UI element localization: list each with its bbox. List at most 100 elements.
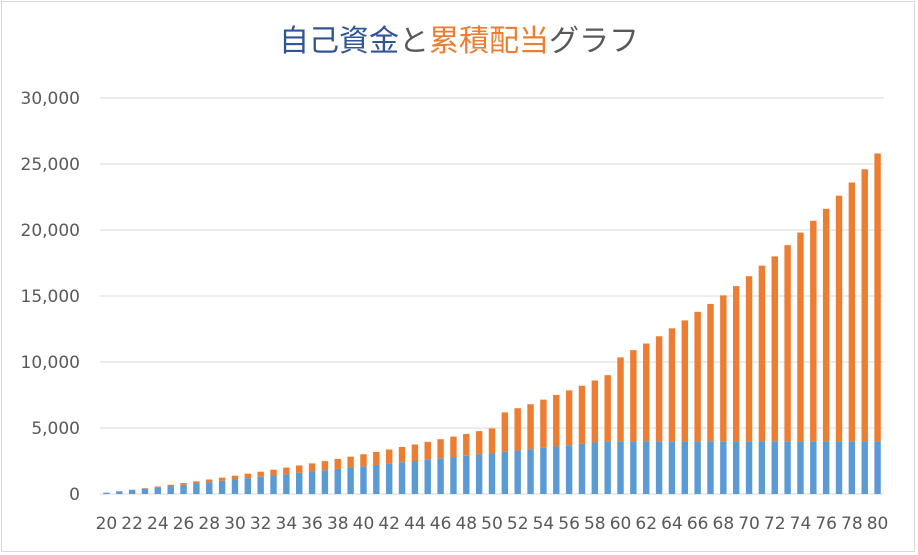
bars — [103, 153, 881, 494]
x-tick-label: 32 — [250, 514, 272, 534]
bar-own-funds — [154, 487, 162, 494]
bar-cumulative-dividends — [861, 169, 868, 442]
bar-own-funds — [668, 441, 676, 494]
bar-cumulative-dividends — [553, 395, 560, 447]
bar-own-funds — [167, 486, 174, 494]
bar-cumulative-dividends — [488, 428, 496, 454]
x-tick-label: 28 — [198, 514, 220, 534]
y-tick-label: 15,000 — [21, 287, 80, 307]
y-tick-label: 30,000 — [21, 89, 80, 109]
bar-cumulative-dividends — [732, 286, 740, 442]
bar-cumulative-dividends — [617, 357, 624, 442]
bar-own-funds — [321, 470, 329, 494]
bar-own-funds — [501, 451, 509, 494]
bar-own-funds — [437, 458, 444, 494]
bar-cumulative-dividends — [321, 461, 329, 471]
bar-own-funds — [424, 459, 431, 494]
bar-own-funds — [514, 450, 521, 494]
bar-cumulative-dividends — [822, 208, 830, 442]
bar-cumulative-dividends — [257, 471, 264, 477]
bar-cumulative-dividends — [514, 408, 521, 451]
x-tick-label: 26 — [173, 514, 195, 534]
bar-own-funds — [617, 441, 624, 494]
bar-own-funds — [398, 462, 406, 494]
bar-cumulative-dividends — [411, 444, 419, 461]
bar-cumulative-dividends — [835, 195, 843, 442]
y-tick-label: 5,000 — [31, 419, 80, 439]
bar-own-funds — [861, 441, 868, 494]
bar-cumulative-dividends — [296, 465, 303, 473]
x-tick-label: 24 — [147, 514, 169, 534]
x-tick-label: 34 — [276, 514, 298, 534]
bar-own-funds — [193, 483, 200, 494]
y-tick-label: 10,000 — [21, 353, 80, 373]
bar-cumulative-dividends — [707, 303, 714, 442]
bar-own-funds — [565, 445, 573, 494]
bar-own-funds — [308, 471, 316, 494]
bar-own-funds — [758, 441, 766, 494]
bar-cumulative-dividends — [475, 431, 483, 455]
x-tick-label: 36 — [301, 514, 323, 534]
chart-title-part-and: と — [399, 24, 429, 59]
bar-own-funds — [334, 468, 341, 494]
bar-own-funds — [797, 441, 804, 494]
bar-cumulative-dividends — [180, 483, 187, 485]
chart-title-part-graph: グラフ — [549, 24, 639, 59]
x-axis-ticks: 20 22 24 26 28 30 32 34 36 38 40 42 44 46 48 50 52 54 56 58… — [96, 514, 889, 534]
x-tick-label: 76 — [815, 514, 837, 534]
bar-own-funds — [463, 455, 470, 494]
bar-cumulative-dividends — [655, 336, 663, 442]
bar-own-funds — [745, 441, 753, 494]
bar-cumulative-dividends — [720, 295, 727, 442]
x-tick-label: 44 — [404, 514, 426, 534]
bar-own-funds — [874, 441, 881, 494]
x-tick-label: 80 — [867, 514, 889, 534]
bar-cumulative-dividends — [758, 265, 766, 442]
x-tick-label: 50 — [481, 514, 503, 534]
y-tick-label: 0 — [69, 485, 80, 505]
bar-cumulative-dividends — [308, 463, 316, 472]
bar-cumulative-dividends — [784, 245, 791, 442]
x-tick-label: 78 — [841, 514, 863, 534]
bar-own-funds — [578, 443, 586, 494]
bar-own-funds — [591, 442, 599, 494]
bar-cumulative-dividends — [681, 320, 688, 442]
bar-cumulative-dividends — [810, 220, 817, 442]
bar-cumulative-dividends — [398, 447, 406, 463]
bar-own-funds — [283, 474, 290, 494]
bar-own-funds — [488, 453, 496, 494]
x-tick-label: 56 — [558, 514, 580, 534]
bar-own-funds — [244, 478, 252, 494]
x-tick-label: 46 — [430, 514, 452, 534]
bar-own-funds — [720, 441, 727, 494]
bar-cumulative-dividends — [668, 328, 676, 442]
bar-cumulative-dividends — [244, 473, 252, 479]
bar-cumulative-dividends — [373, 451, 380, 465]
bar-cumulative-dividends — [591, 380, 599, 443]
bar-own-funds — [218, 480, 226, 494]
x-tick-label: 72 — [764, 514, 786, 534]
x-tick-label: 74 — [790, 514, 812, 534]
bar-own-funds — [707, 441, 714, 494]
bar-cumulative-dividends — [565, 390, 573, 446]
x-tick-label: 48 — [455, 514, 477, 534]
bar-own-funds — [848, 441, 856, 494]
x-tick-label: 52 — [507, 514, 529, 534]
bar-cumulative-dividends — [218, 477, 226, 481]
y-tick-label: 25,000 — [21, 155, 80, 175]
bar-cumulative-dividends — [424, 441, 431, 460]
gridlines — [100, 97, 884, 495]
bar-own-funds — [630, 441, 637, 494]
x-tick-label: 40 — [353, 514, 375, 534]
bar-own-funds — [257, 476, 264, 494]
bar-cumulative-dividends — [334, 458, 341, 469]
bar-own-funds — [373, 464, 380, 494]
x-tick-label: 58 — [584, 514, 606, 534]
bar-own-funds — [643, 441, 650, 494]
bar-cumulative-dividends — [154, 486, 162, 488]
bar-own-funds — [360, 466, 367, 494]
bar-own-funds — [694, 441, 701, 494]
bar-cumulative-dividends — [283, 467, 290, 475]
x-tick-label: 70 — [738, 514, 760, 534]
x-tick-label: 20 — [96, 514, 118, 534]
